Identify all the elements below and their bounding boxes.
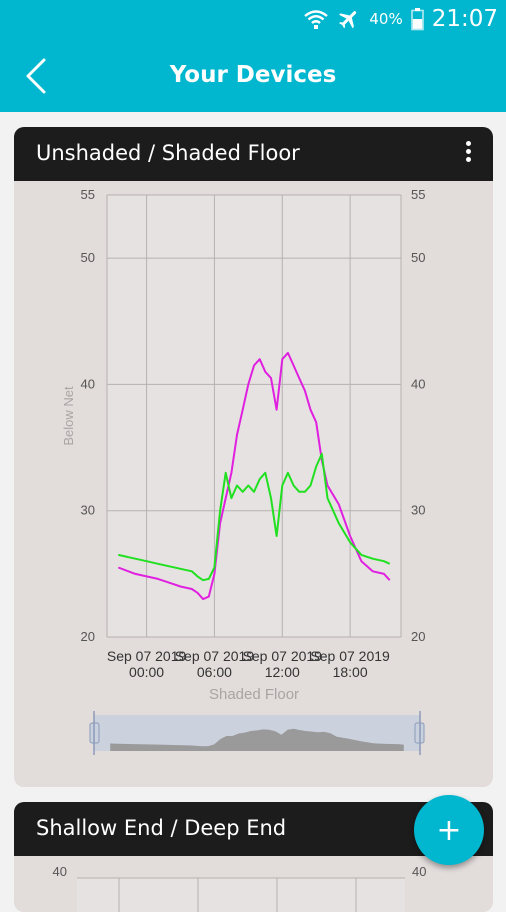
wifi-icon [304, 10, 329, 29]
add-icon: + [436, 812, 462, 848]
depth-chart: 40 40 [53, 864, 426, 912]
plot-area [107, 195, 401, 637]
x-axis-label: Shaded Floor [209, 686, 299, 703]
status-bar: 40% 21:07 [0, 0, 506, 40]
y-tick-left: 40 [81, 376, 95, 391]
y-tick-right: 20 [411, 629, 425, 644]
device-card-1: Unshaded / Shaded Floor 55 50 40 30 20 55 50 4… [14, 127, 493, 787]
range-navigator[interactable] [89, 711, 425, 755]
page-title: Your Devices [169, 62, 337, 88]
card-title: Shallow End / Deep End [36, 816, 287, 840]
card-header: Shallow End / Deep End [14, 802, 493, 856]
battery-icon [410, 8, 424, 31]
app-bar: Your Devices [0, 40, 506, 112]
x-tick-date: Sep 07 2019 [310, 648, 390, 664]
battery-percent: 40% [369, 10, 403, 28]
y-tick-right: 55 [411, 187, 425, 202]
status-clock: 21:07 [431, 6, 498, 32]
x-tick-date: Sep 07 2019 [243, 648, 323, 664]
y-tick-left: 20 [81, 629, 95, 644]
x-tick-date: Sep 07 2019 [175, 648, 255, 664]
back-arrow-icon[interactable] [18, 54, 58, 98]
series-line-1 [117, 351, 391, 601]
x-tick-date: Sep 07 2019 [107, 648, 187, 664]
card-title: Unshaded / Shaded Floor [36, 141, 300, 165]
card-header: Unshaded / Shaded Floor [14, 127, 493, 181]
y-axis-label: Below Net [61, 386, 76, 446]
y-tick-left: 50 [81, 250, 95, 265]
overflow-menu-icon[interactable] [463, 141, 473, 167]
airplane-mode-icon [339, 11, 357, 29]
x-tick-time: 06:00 [197, 664, 232, 680]
x-tick-time: 12:00 [265, 664, 300, 680]
y-tick-left: 55 [81, 187, 95, 202]
y-tick-right: 40 [412, 864, 426, 879]
y-tick-left: 30 [81, 503, 95, 518]
y-tick-left: 40 [53, 864, 67, 879]
navigator-area [110, 728, 404, 751]
status-icons: 40% 21:07 [303, 6, 498, 32]
y-tick-right: 40 [411, 376, 425, 391]
y-tick-right: 50 [411, 250, 425, 265]
series-line-2 [118, 452, 391, 582]
x-tick-time: 18:00 [333, 664, 368, 680]
x-tick-time: 00:00 [129, 664, 164, 680]
y-tick-right: 30 [411, 503, 425, 518]
add-device-button[interactable]: + [414, 795, 484, 865]
